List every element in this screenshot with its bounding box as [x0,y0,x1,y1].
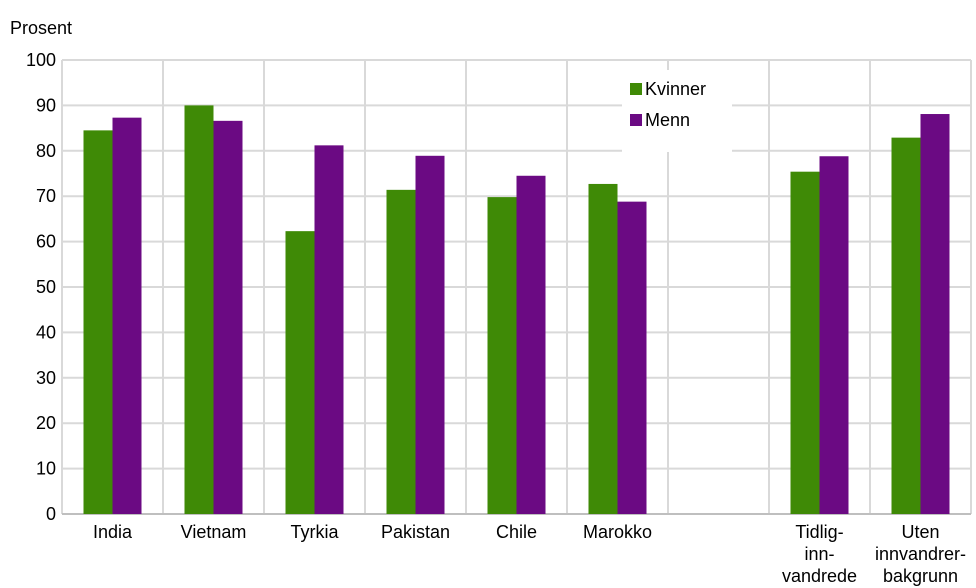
x-tick-label: Chile [496,522,537,542]
bar-kvinner [487,197,517,514]
bar-kvinner [790,171,820,514]
y-tick-label: 80 [36,141,56,161]
bar-kvinner [184,105,214,515]
legend-label: Menn [645,110,690,130]
x-tick-label: Tyrkia [290,522,339,542]
bar-menn [516,175,546,514]
y-axis-label: Prosent [10,18,72,38]
bar-kvinner [386,189,416,514]
legend-swatch [630,83,642,95]
y-tick-label: 60 [36,232,56,252]
x-tick-label: Pakistan [381,522,450,542]
bar-kvinner [588,183,618,514]
x-tick-label: Tidlig- [795,522,843,542]
bar-menn [819,156,849,515]
x-tick-label: Uten [901,522,939,542]
x-tick-labels: India Vietnam Tyrkia Pakistan Chile Marokko Ti… [93,522,966,586]
y-tick-label: 10 [36,459,56,479]
y-tick-label: 100 [26,50,56,70]
legend-swatch [630,114,642,126]
bar-menn [213,120,243,514]
bar-menn [920,114,950,514]
bar-kvinner [83,130,113,514]
x-tick-label: India [93,522,133,542]
y-tick-label: 40 [36,322,56,342]
x-tick-label: vandrede [782,566,857,586]
legend: Kvinner Menn [622,70,732,152]
y-tick-label: 50 [36,277,56,297]
y-tick-labels: 0 10 20 30 40 50 60 70 80 90 100 [26,50,56,524]
bar-menn [112,117,142,515]
legend-label: Kvinner [645,79,706,99]
x-tick-label: bakgrunn [883,566,958,586]
x-tick-label: Vietnam [181,522,247,542]
y-tick-label: 30 [36,368,56,388]
y-tick-label: 90 [36,95,56,115]
x-tick-label: inn- [804,544,834,564]
x-tick-label: Marokko [583,522,652,542]
y-tick-label: 70 [36,186,56,206]
bar-kvinner [285,231,315,514]
bar-menn [617,201,647,514]
bar-kvinner [891,137,921,514]
bar-menn [314,145,344,515]
y-tick-label: 0 [46,504,56,524]
bar-menn [415,155,445,514]
x-tick-label: innvandrer- [875,544,966,564]
bars [83,105,950,515]
y-tick-label: 20 [36,413,56,433]
